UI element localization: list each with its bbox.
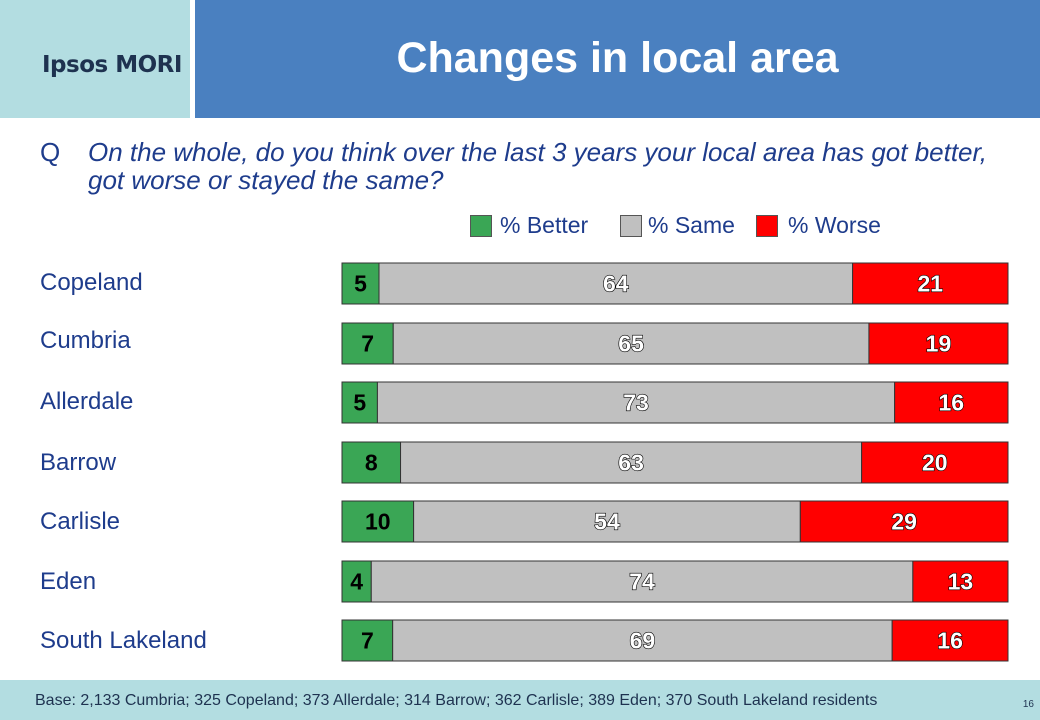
category-label: Allerdale <box>40 388 134 415</box>
bar-row-barrow: 8 63 20 <box>341 441 1009 484</box>
data-label: 65 <box>618 331 644 357</box>
bar-segment <box>341 500 415 543</box>
category-label: Copeland <box>40 269 143 296</box>
bar-row-south-lakeland: 7 69 16 <box>341 619 1009 662</box>
data-label: 54 <box>594 509 620 535</box>
question-text: On the whole, do you think over the last… <box>88 137 987 195</box>
bar-row-eden: 4 74 13 <box>341 560 1009 603</box>
legend-label-better: % Better <box>500 212 589 238</box>
data-label: 73 <box>623 390 649 416</box>
stacked-bar-chart: 5 64 21 7 65 19 5 73 16 8 63 20 10 54 29 4 74 13 7 69 16 <box>341 262 1009 662</box>
bar-segment <box>370 560 914 603</box>
bar-segment <box>341 262 380 305</box>
data-label: 16 <box>939 390 965 416</box>
data-label: 21 <box>918 271 944 297</box>
legend-swatch-better <box>470 215 492 237</box>
data-label: 64 <box>603 271 629 297</box>
data-label: 5 <box>353 390 366 416</box>
data-label: 16 <box>937 628 963 654</box>
data-label: 13 <box>948 569 974 595</box>
category-label: Carlisle <box>40 508 121 535</box>
bar-segment <box>868 322 1009 365</box>
data-label: 19 <box>926 331 952 357</box>
bar-row-allerdale: 5 73 16 <box>341 381 1009 424</box>
base-note: Base: 2,133 Cumbria; 325 Copeland; 373 A… <box>35 692 878 709</box>
bar-segment <box>341 560 372 603</box>
data-label: 29 <box>891 509 917 535</box>
data-label: 10 <box>365 509 391 535</box>
data-label: 7 <box>361 331 374 357</box>
page-title: Changes in local area <box>396 34 839 82</box>
header-divider <box>190 0 195 118</box>
question-prefix: Q <box>40 137 61 167</box>
data-label: 8 <box>365 450 378 476</box>
bar-segment <box>799 500 1009 543</box>
bar-segment <box>392 322 870 365</box>
category-label: Eden <box>40 568 97 595</box>
bar-segment <box>861 441 1009 484</box>
bar-row-copeland: 5 64 21 <box>341 262 1009 305</box>
data-label: 63 <box>618 450 644 476</box>
bar-segment <box>413 500 801 543</box>
bar-segment <box>400 441 863 484</box>
page-number: 16 <box>1022 699 1034 710</box>
ipsos-mori-logo: Ipsos MORI <box>42 52 182 78</box>
data-label: 4 <box>350 569 363 595</box>
bar-segment <box>341 381 378 424</box>
bar-segment <box>891 619 1009 662</box>
bar-segment <box>341 322 394 365</box>
title-bar: Changes in local area <box>195 0 1040 118</box>
data-label: 74 <box>629 569 655 595</box>
bar-segment <box>894 381 1009 424</box>
data-label: 5 <box>354 271 367 297</box>
bar-segment <box>852 262 1009 305</box>
data-label: 20 <box>922 450 948 476</box>
bar-row-carlisle: 10 54 29 <box>341 500 1009 543</box>
legend-swatch-worse <box>756 215 778 237</box>
bar-row-cumbria: 7 65 19 <box>341 322 1009 365</box>
data-label: 69 <box>630 628 656 654</box>
bar-segment <box>378 262 854 305</box>
footer-bar: Base: 2,133 Cumbria; 325 Copeland; 373 A… <box>0 680 1040 720</box>
logo-panel: Ipsos MORI <box>0 0 190 118</box>
bar-segment <box>392 619 893 662</box>
legend-label-same: % Same <box>648 212 735 238</box>
category-label: Cumbria <box>40 327 131 354</box>
legend-label-worse: % Worse <box>788 212 881 238</box>
bar-segment <box>341 441 402 484</box>
data-label: 7 <box>361 628 374 654</box>
legend-swatch-same <box>620 215 642 237</box>
category-label: South Lakeland <box>40 627 207 654</box>
bar-segment <box>376 381 896 424</box>
category-label: Barrow <box>40 449 117 476</box>
bar-segment <box>912 560 1009 603</box>
